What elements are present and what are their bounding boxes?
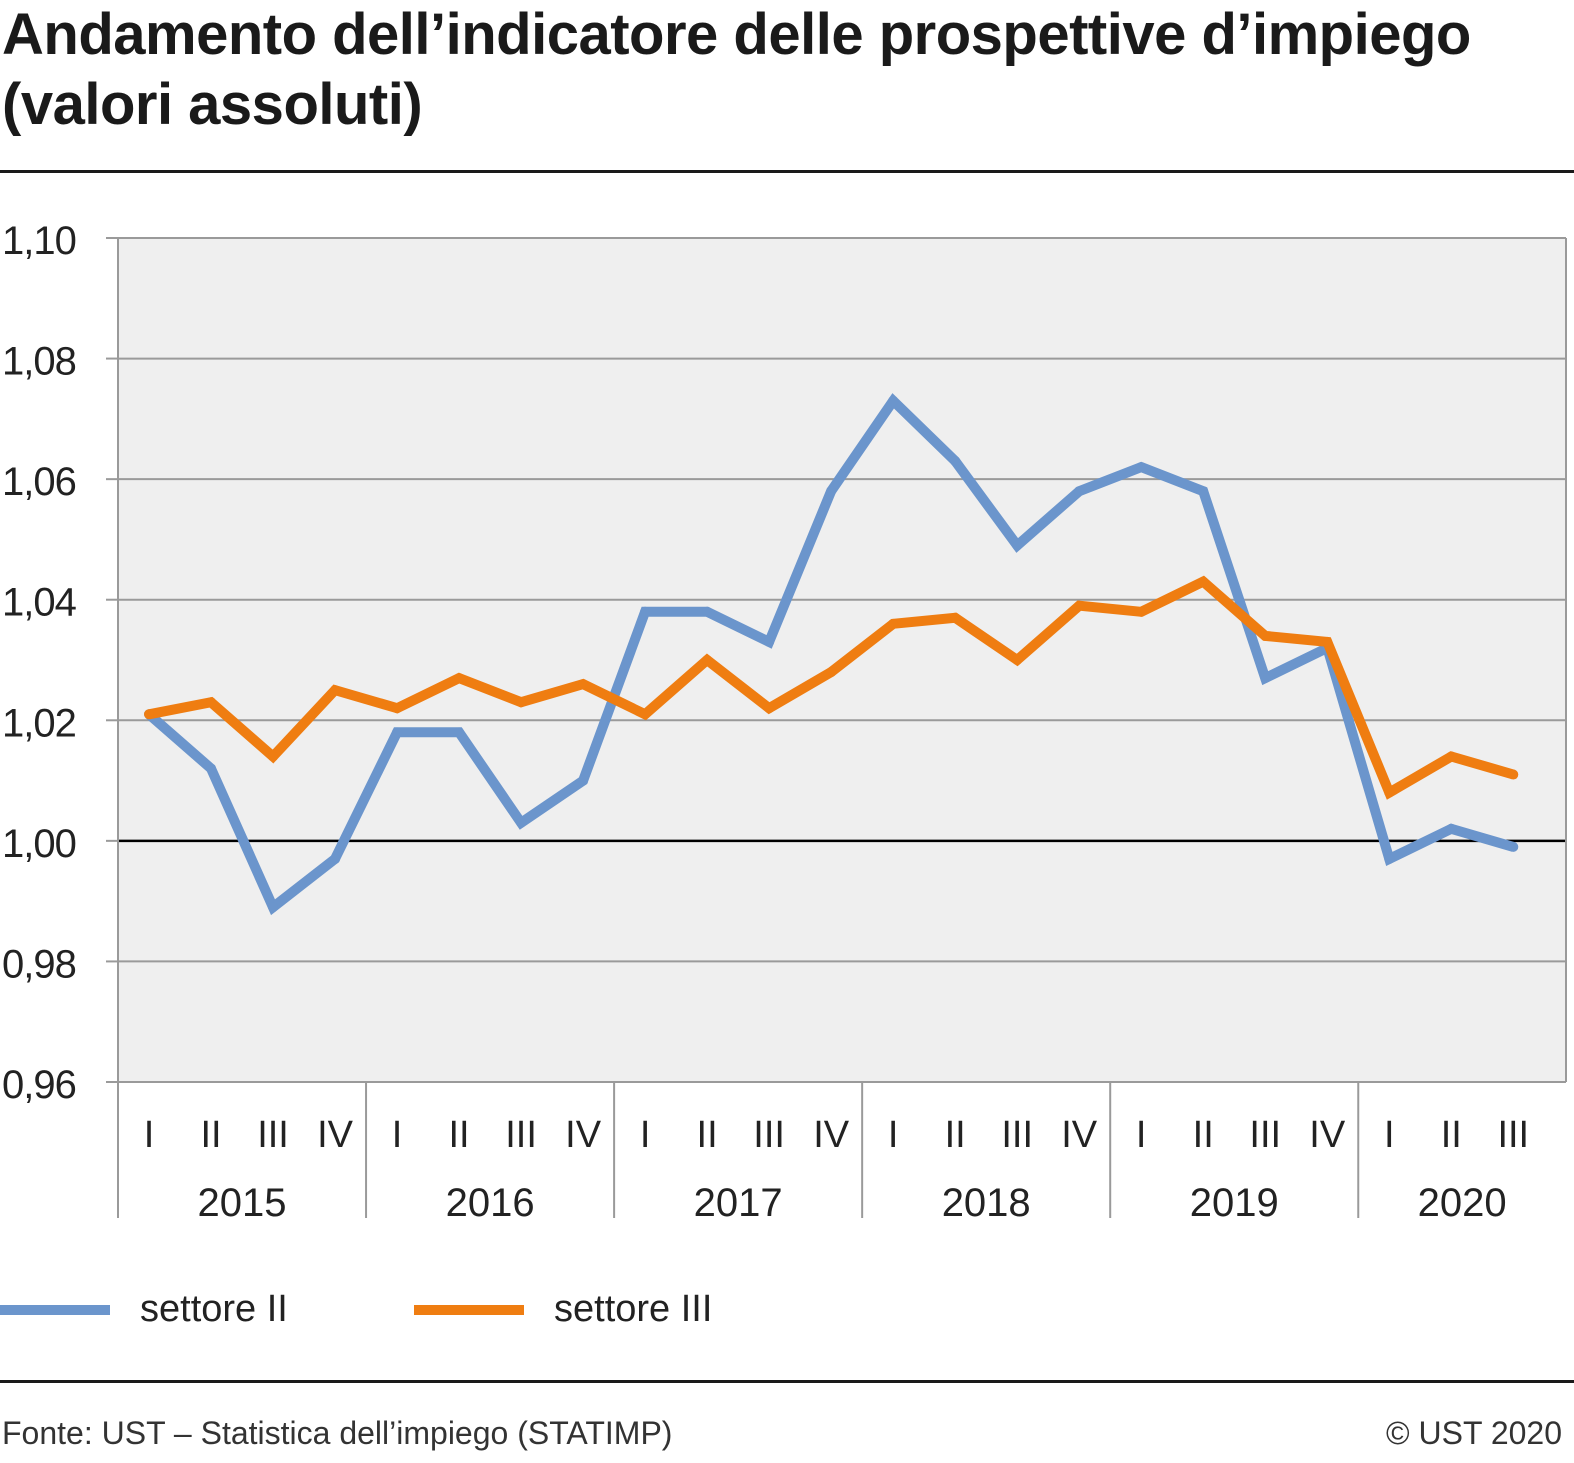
x-tick-label-quarter: III	[257, 1114, 289, 1156]
x-tick-label-quarter: IV	[1309, 1114, 1346, 1156]
x-tick-label-quarter: IV	[1061, 1114, 1098, 1156]
x-tick-label-quarter: IV	[317, 1114, 354, 1156]
data-point-settore-iii-15	[1074, 600, 1085, 611]
data-point-settore-iii-8	[640, 709, 651, 720]
chart-title: Andamento dell’indicatore delle prospett…	[2, 2, 1471, 137]
legend-swatch-settore-ii	[0, 1305, 110, 1315]
data-point-settore-iii-22	[1508, 769, 1519, 780]
data-point-settore-iii-20	[1384, 787, 1395, 798]
data-point-settore-iii-14	[1012, 655, 1023, 665]
data-point-settore-iii-13	[950, 612, 961, 623]
x-tick-label-quarter: I	[640, 1114, 651, 1156]
data-point-settore-iii-18	[1260, 630, 1271, 641]
data-point-settore-ii-15	[1074, 486, 1085, 497]
y-tick-label: 1,04	[2, 581, 77, 625]
data-point-settore-ii-3	[330, 853, 341, 864]
data-point-settore-iii-7	[578, 679, 589, 690]
x-tick-label-year-2016: 2016	[446, 1181, 535, 1225]
x-tick-label-quarter: II	[1193, 1114, 1214, 1156]
source-note: Fonte: UST – Statistica dell’impiego (ST…	[2, 1415, 673, 1451]
data-point-settore-iii-2	[268, 751, 279, 762]
line-chart: 1,101,081,061,041,021,000,980,96I II III IV…	[2, 219, 1567, 1225]
y-tick-label: 1,06	[2, 460, 76, 504]
x-tick-label-year-2015: 2015	[198, 1181, 287, 1225]
data-point-settore-iii-1	[206, 697, 217, 708]
top-rule	[0, 170, 1574, 173]
x-tick-label-year-2018: 2018	[942, 1181, 1031, 1225]
y-tick-label: 0,98	[2, 942, 76, 986]
data-point-settore-ii-10	[764, 636, 775, 647]
y-tick-label: 1,08	[2, 340, 76, 384]
x-tick-label-quarter: III	[1497, 1114, 1529, 1156]
data-point-settore-ii-13	[950, 456, 961, 467]
x-tick-label-quarter: IV	[565, 1114, 602, 1156]
data-point-settore-iii-19	[1322, 636, 1333, 647]
x-tick-label-quarter: I	[144, 1114, 155, 1156]
x-tick-label-quarter: III	[1001, 1114, 1033, 1156]
x-tick-label-quarter: I	[888, 1114, 899, 1156]
x-tick-label-quarter: I	[392, 1114, 403, 1156]
data-point-settore-ii-14	[1012, 540, 1023, 551]
legend-label-settore-ii: settore II	[140, 1288, 288, 1330]
x-tick-label-quarter: II	[945, 1114, 966, 1156]
data-point-settore-ii-11	[826, 486, 837, 497]
x-tick-label-quarter: I	[1136, 1114, 1147, 1156]
x-tick-label-quarter: II	[1441, 1114, 1462, 1156]
data-point-settore-iii-6	[516, 697, 527, 708]
data-point-settore-iii-12	[888, 618, 899, 629]
data-point-settore-ii-7	[578, 775, 589, 786]
x-tick-label-quarter: IV	[813, 1114, 850, 1156]
x-tick-label-quarter: II	[697, 1114, 718, 1156]
data-point-settore-ii-21	[1446, 823, 1457, 834]
data-point-settore-ii-12	[888, 395, 899, 406]
data-point-settore-iii-17	[1198, 576, 1209, 587]
x-tick-label-quarter: III	[505, 1114, 537, 1156]
legend-swatch-settore-iii	[414, 1305, 524, 1315]
data-point-settore-iii-9	[702, 655, 713, 665]
data-point-settore-iii-11	[826, 667, 837, 678]
data-point-settore-ii-18	[1260, 673, 1271, 684]
data-point-settore-ii-5	[454, 727, 465, 738]
data-point-settore-ii-20	[1384, 853, 1395, 864]
y-tick-label: 0,96	[2, 1063, 76, 1107]
y-tick-label: 1,02	[2, 701, 76, 745]
data-point-settore-ii-17	[1198, 486, 1209, 497]
y-tick-label: 1,10	[2, 219, 76, 263]
y-tick-label: 1,00	[2, 822, 76, 866]
data-point-settore-iii-0	[144, 709, 155, 720]
data-point-settore-ii-16	[1136, 462, 1147, 473]
data-point-settore-iii-16	[1136, 606, 1147, 617]
x-tick-label-quarter: I	[1384, 1114, 1395, 1156]
data-point-settore-ii-9	[702, 606, 713, 617]
data-point-settore-iii-10	[764, 703, 775, 714]
data-point-settore-ii-4	[392, 727, 403, 738]
x-tick-label-quarter: III	[753, 1114, 785, 1156]
data-point-settore-ii-6	[516, 817, 527, 828]
data-point-settore-ii-8	[640, 606, 651, 617]
legend-label-settore-iii: settore III	[554, 1288, 713, 1330]
copyright-note: © UST 2020	[1386, 1415, 1562, 1451]
data-point-settore-ii-22	[1508, 841, 1519, 852]
data-point-settore-ii-2	[268, 902, 279, 913]
x-tick-label-year-2019: 2019	[1190, 1181, 1279, 1225]
data-point-settore-iii-4	[392, 703, 403, 714]
data-point-settore-iii-3	[330, 685, 341, 696]
x-tick-label-year-2017: 2017	[694, 1181, 783, 1225]
data-point-settore-ii-1	[206, 763, 217, 774]
data-point-settore-iii-5	[454, 673, 465, 684]
x-tick-label-quarter: II	[200, 1114, 221, 1156]
x-tick-label-year-2020: 2020	[1418, 1181, 1507, 1225]
x-tick-label-quarter: II	[449, 1114, 470, 1156]
bottom-rule	[0, 1380, 1574, 1383]
data-point-settore-iii-21	[1446, 751, 1457, 762]
x-tick-label-quarter: III	[1249, 1114, 1281, 1156]
